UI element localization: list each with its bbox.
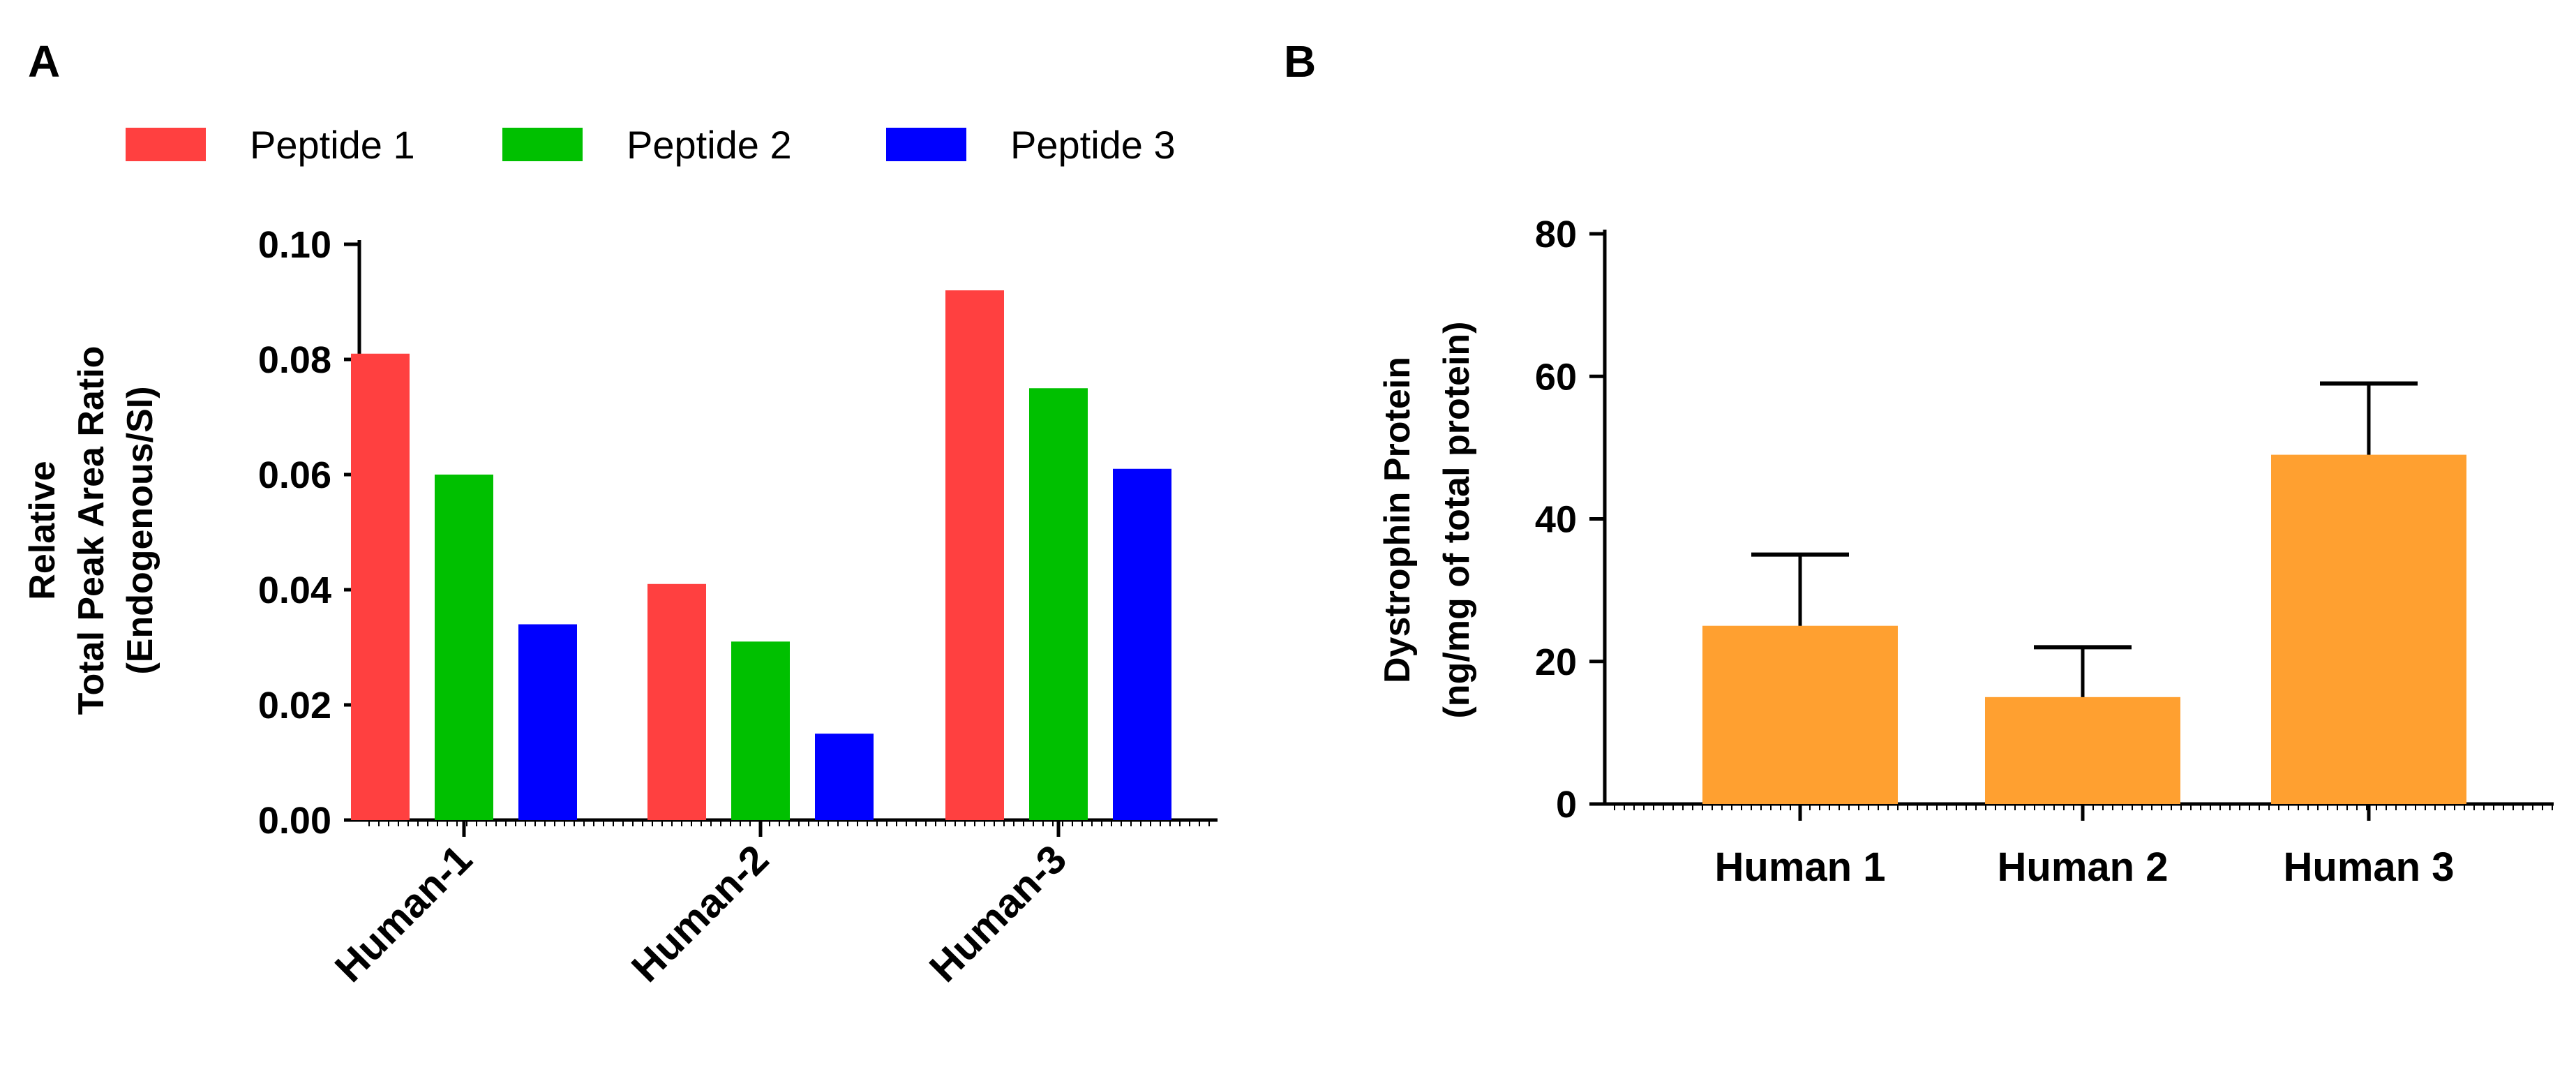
- bars-a: [351, 290, 1171, 820]
- legend-label-1: Peptide 1: [250, 123, 415, 167]
- bar-human-2-peptide-3: [815, 734, 874, 820]
- x-categories-a: Human-1 Human-2 Human-3: [327, 820, 1075, 991]
- bar-human-2-peptide-2: [731, 641, 790, 820]
- y-axis-title-line-2: Total Peak Area Ratio: [71, 346, 112, 715]
- y-tick-label-b: 20: [1535, 641, 1577, 683]
- y-tick-label-a: 0.04: [258, 570, 331, 611]
- y-axis-title-line-3: (Endogenous/SI): [120, 386, 160, 674]
- bar-human-3-peptide-1: [945, 290, 1004, 820]
- x-category-label-b: Human 1: [1715, 844, 1886, 890]
- legend-label-3: Peptide 3: [1010, 123, 1176, 167]
- legend-swatch-2: [502, 128, 583, 161]
- bar-human-1-peptide-3: [518, 624, 577, 820]
- y-axis-title-a: Relative Total Peak Area Ratio (Endogenous…: [22, 346, 160, 715]
- y-axis-title-line-1: Dystrophin Protein: [1377, 357, 1418, 683]
- x-category-label-a: Human-3: [921, 836, 1075, 990]
- y-tick-label-b: 60: [1535, 356, 1577, 398]
- panel-label-a: A: [28, 36, 60, 87]
- legend-label-2: Peptide 2: [627, 123, 792, 167]
- y-axis-title-line-2: (ng/mg of total protein): [1437, 321, 1477, 718]
- y-tick-label-a: 0.02: [258, 685, 331, 727]
- bars-b: [1702, 381, 2466, 804]
- chart-panel-b: B Dystrophin Protein (ng/mg of total prot…: [1284, 36, 2554, 890]
- x-category-label-a: Human-1: [327, 836, 481, 990]
- bar-human-3-peptide-3: [1113, 468, 1171, 820]
- bar-human-3: [2271, 454, 2466, 804]
- axes-a: 0.00 0.02 0.04 0.06 0.08 0.10: [258, 224, 1218, 842]
- y-tick-label-b: 80: [1535, 214, 1577, 255]
- x-category-label-b: Human 2: [1998, 844, 2169, 890]
- x-category-label-b: Human 3: [2284, 844, 2455, 890]
- bar-human-2: [1985, 697, 2180, 804]
- legend-swatch-1: [126, 128, 206, 161]
- bar-human-1-peptide-1: [351, 353, 410, 820]
- bar-human-2-peptide-1: [647, 583, 706, 820]
- bar-human-1: [1702, 625, 1898, 804]
- panel-label-b: B: [1284, 36, 1316, 87]
- y-tick-label-b: 0: [1556, 784, 1577, 826]
- y-axis-title-b: Dystrophin Protein (ng/mg of total protei…: [1377, 321, 1477, 718]
- bar-human-1-peptide-2: [435, 475, 493, 820]
- x-category-label-a: Human-2: [623, 836, 777, 990]
- y-tick-label-a: 0.06: [258, 454, 331, 496]
- y-tick-label-a: 0.00: [258, 800, 331, 842]
- legend-swatch-3: [886, 128, 966, 161]
- y-axis-title-line-1: Relative: [22, 461, 63, 600]
- legend-a: Peptide 1 Peptide 2 Peptide 3: [126, 123, 1176, 167]
- y-tick-label-a: 0.10: [258, 224, 331, 266]
- x-categories-b: Human 1 Human 2 Human 3: [1715, 804, 2455, 890]
- y-tick-label-b: 40: [1535, 499, 1577, 541]
- chart-panel-a: A Peptide 1 Peptide 2 Peptide 3 Relative To…: [22, 36, 1218, 991]
- y-tick-label-a: 0.08: [258, 339, 331, 381]
- bar-human-3-peptide-2: [1029, 388, 1088, 820]
